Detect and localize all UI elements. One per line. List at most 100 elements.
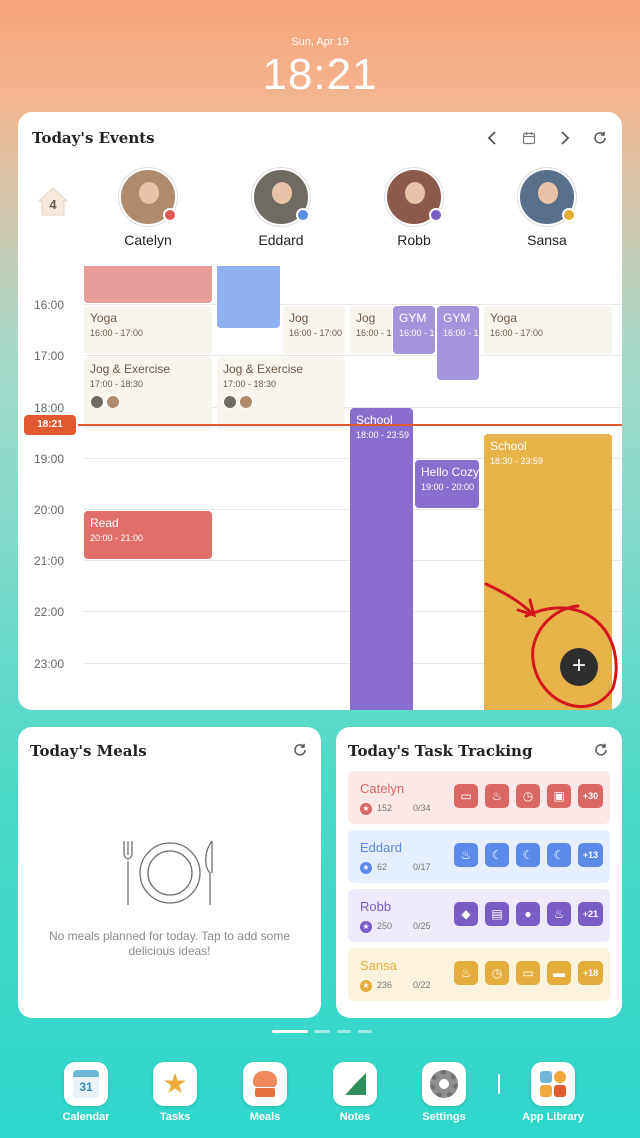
cup-icon[interactable]: ▭ xyxy=(454,784,478,808)
page-indicator-active[interactable] xyxy=(272,1030,308,1033)
dock-label: App Library xyxy=(522,1111,584,1123)
dock-tasks[interactable]: ★ Tasks xyxy=(140,1062,210,1123)
person-eddard[interactable]: Eddard xyxy=(221,168,341,248)
bath-icon[interactable]: ♨ xyxy=(485,784,509,808)
hour-label: 18:00 xyxy=(34,401,65,415)
dock-settings[interactable]: Settings xyxy=(409,1062,479,1123)
task-points: 62 xyxy=(377,862,388,872)
page-indicator[interactable] xyxy=(337,1030,351,1033)
refresh-meals-button[interactable] xyxy=(290,740,310,760)
page-indicator[interactable] xyxy=(358,1030,372,1033)
meals-empty-message[interactable]: No meals planned for today. Tap to add s… xyxy=(48,929,291,958)
event-robb-gym[interactable]: GYM 16:00 - 1 xyxy=(437,306,479,380)
add-event-button[interactable]: + xyxy=(560,648,598,686)
refresh-events-button[interactable] xyxy=(590,128,610,148)
page-indicator[interactable] xyxy=(314,1030,330,1033)
event-title: Hello Cozy xyxy=(421,465,479,479)
event-title: Yoga xyxy=(490,311,517,325)
more-tasks-badge[interactable]: +21 xyxy=(578,902,603,926)
event-robb-school[interactable]: School 18:00 - 23:59 xyxy=(350,408,413,710)
bed-icon[interactable]: ▬ xyxy=(547,961,571,985)
date-label: Sun, Apr 19 xyxy=(291,36,349,48)
dock-meals[interactable]: Meals xyxy=(230,1062,300,1123)
more-tasks-badge[interactable]: +13 xyxy=(578,843,603,867)
hour-label: 20:00 xyxy=(34,503,65,517)
person-catelyn[interactable]: Catelyn xyxy=(88,168,208,248)
calendar-picker-button[interactable] xyxy=(519,128,539,148)
dock-notes[interactable]: Notes xyxy=(320,1062,390,1123)
dock-label: Meals xyxy=(249,1111,281,1123)
person-robb[interactable]: Robb xyxy=(354,168,474,248)
previous-day-button[interactable] xyxy=(482,128,502,148)
task-person-name: Sansa xyxy=(360,958,397,973)
bath-icon[interactable]: ♨ xyxy=(454,961,478,985)
event-sansa-yoga[interactable]: Yoga 16:00 - 17:00 xyxy=(484,306,612,354)
task-tracking-widget[interactable]: Today's Task Tracking Catelyn ★ 152 0/34… xyxy=(336,727,622,1018)
house-icon[interactable] xyxy=(36,184,70,218)
person-name: Robb xyxy=(397,232,431,248)
calendar-icon: 31 xyxy=(64,1062,108,1106)
event-time: 16:00 - 1 xyxy=(399,328,435,338)
household-member-count: 4 xyxy=(49,197,57,212)
hour-label: 21:00 xyxy=(34,554,65,568)
task-row-sansa[interactable]: Sansa ★ 236 0/22 ♨ ◷ ▭ ▬ +18 xyxy=(348,948,610,1001)
cup-icon[interactable]: ▭ xyxy=(516,961,540,985)
avatar xyxy=(223,395,237,409)
task-row-eddard[interactable]: Eddard ★ 62 0/17 ♨ ☾ ☾ ☾ +13 xyxy=(348,830,610,883)
person-sansa[interactable]: Sansa xyxy=(487,168,607,248)
dock-label: Settings xyxy=(422,1111,466,1123)
task-row-catelyn[interactable]: Catelyn ★ 152 0/34 ▭ ♨ ◷ ▣ +30 xyxy=(348,771,610,824)
event-catelyn-jog-exercise[interactable]: Jog & Exercise 17:00 - 18:30 xyxy=(84,357,212,431)
event-time: 20:00 - 21:00 xyxy=(90,533,144,543)
meals-title: Today's Meals xyxy=(30,742,147,760)
clock-icon[interactable]: ◷ xyxy=(485,961,509,985)
event-robb-jog[interactable]: Jog 16:00 - 1 xyxy=(350,306,392,354)
next-day-button[interactable] xyxy=(555,128,575,148)
backpack-icon[interactable]: ▤ xyxy=(485,902,509,926)
hour-label: 16:00 xyxy=(34,298,65,312)
clock-icon[interactable]: ◷ xyxy=(516,784,540,808)
refresh-icon xyxy=(294,743,306,756)
task-row-robb[interactable]: Robb ★ 250 0/25 ◆ ▤ ● ♨ +21 xyxy=(348,889,610,942)
photo-icon[interactable]: ▣ xyxy=(547,784,571,808)
event-title: School xyxy=(356,413,393,427)
refresh-tasks-button[interactable] xyxy=(591,740,611,760)
avatar xyxy=(252,168,310,226)
event-catelyn-read[interactable]: Read 20:00 - 21:00 xyxy=(84,511,212,559)
event-title: Jog xyxy=(356,311,376,325)
day-schedule-grid[interactable]: 16:00 17:00 18:00 19:00 20:00 21:00 22:0… xyxy=(18,266,622,710)
avatar xyxy=(119,168,177,226)
event-time: 17:00 - 18:30 xyxy=(223,379,277,389)
more-tasks-badge[interactable]: +30 xyxy=(578,784,603,808)
dock-app-library[interactable]: App Library xyxy=(518,1062,588,1123)
meals-widget[interactable]: Today's Meals No meals planned for today… xyxy=(18,727,321,1018)
bath-icon[interactable]: ♨ xyxy=(454,843,478,867)
bath-icon[interactable]: ♨ xyxy=(547,902,571,926)
event-eddard-jog[interactable]: Jog 16:00 - 17:00 xyxy=(283,306,345,354)
events-title: Today's Events xyxy=(32,129,155,147)
event-title: Read xyxy=(90,516,119,530)
shirt-icon[interactable]: ◆ xyxy=(454,902,478,926)
clock-time: 18:21 xyxy=(262,50,378,99)
event-block[interactable] xyxy=(84,266,212,303)
event-catelyn-yoga[interactable]: Yoga 16:00 - 17:00 xyxy=(84,306,212,354)
dock-label: Notes xyxy=(339,1111,371,1123)
avatar xyxy=(385,168,443,226)
events-widget[interactable]: Today's Events 4 Catelyn Eddard Robb San… xyxy=(18,112,622,710)
dock-label: Calendar xyxy=(62,1111,110,1123)
tasks-star-icon: ★ xyxy=(153,1062,197,1106)
task-points: 250 xyxy=(377,921,393,931)
dock-label: Tasks xyxy=(159,1111,191,1123)
event-eddard-jog-exercise[interactable]: Jog & Exercise 17:00 - 18:30 xyxy=(217,357,345,431)
moon-icon[interactable]: ☾ xyxy=(516,843,540,867)
event-robb-hello-cozy[interactable]: Hello Cozy 19:00 - 20:00 xyxy=(415,460,479,508)
more-tasks-badge[interactable]: +18 xyxy=(578,961,603,985)
event-block[interactable] xyxy=(217,266,280,328)
avatar xyxy=(518,168,576,226)
moon-icon[interactable]: ☾ xyxy=(485,843,509,867)
moon-icon[interactable]: ☾ xyxy=(547,843,571,867)
event-robb-gym[interactable]: GYM 16:00 - 1 xyxy=(393,306,435,354)
apple-icon[interactable]: ● xyxy=(516,902,540,926)
dock-calendar[interactable]: 31 Calendar xyxy=(51,1062,121,1123)
star-points-icon: ★ xyxy=(360,921,372,933)
